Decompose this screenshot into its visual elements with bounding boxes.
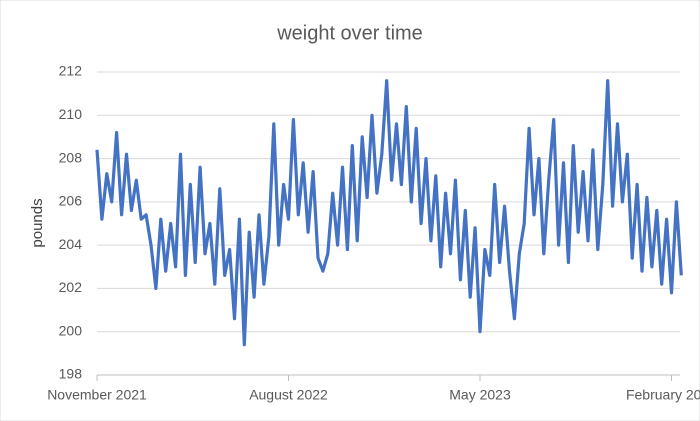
- y-tick-label: 200: [59, 322, 83, 338]
- x-tick-label: August 2022: [249, 387, 328, 403]
- y-tick-label: 212: [59, 63, 83, 79]
- y-tick-label: 208: [59, 149, 83, 165]
- y-tick-label: 202: [59, 279, 83, 295]
- x-tick-label: February 2024: [626, 387, 700, 403]
- x-tick-label: May 2023: [449, 387, 511, 403]
- y-tick-label: 198: [59, 366, 83, 382]
- y-tick-label: 210: [59, 106, 83, 122]
- y-tick-label: 204: [59, 236, 83, 252]
- x-tick-label: November 2021: [47, 387, 147, 403]
- data-line: [95, 79, 683, 347]
- y-axis-label: pounds: [29, 198, 46, 247]
- chart-title: weight over time: [276, 22, 423, 44]
- y-tick-label: 206: [59, 193, 83, 209]
